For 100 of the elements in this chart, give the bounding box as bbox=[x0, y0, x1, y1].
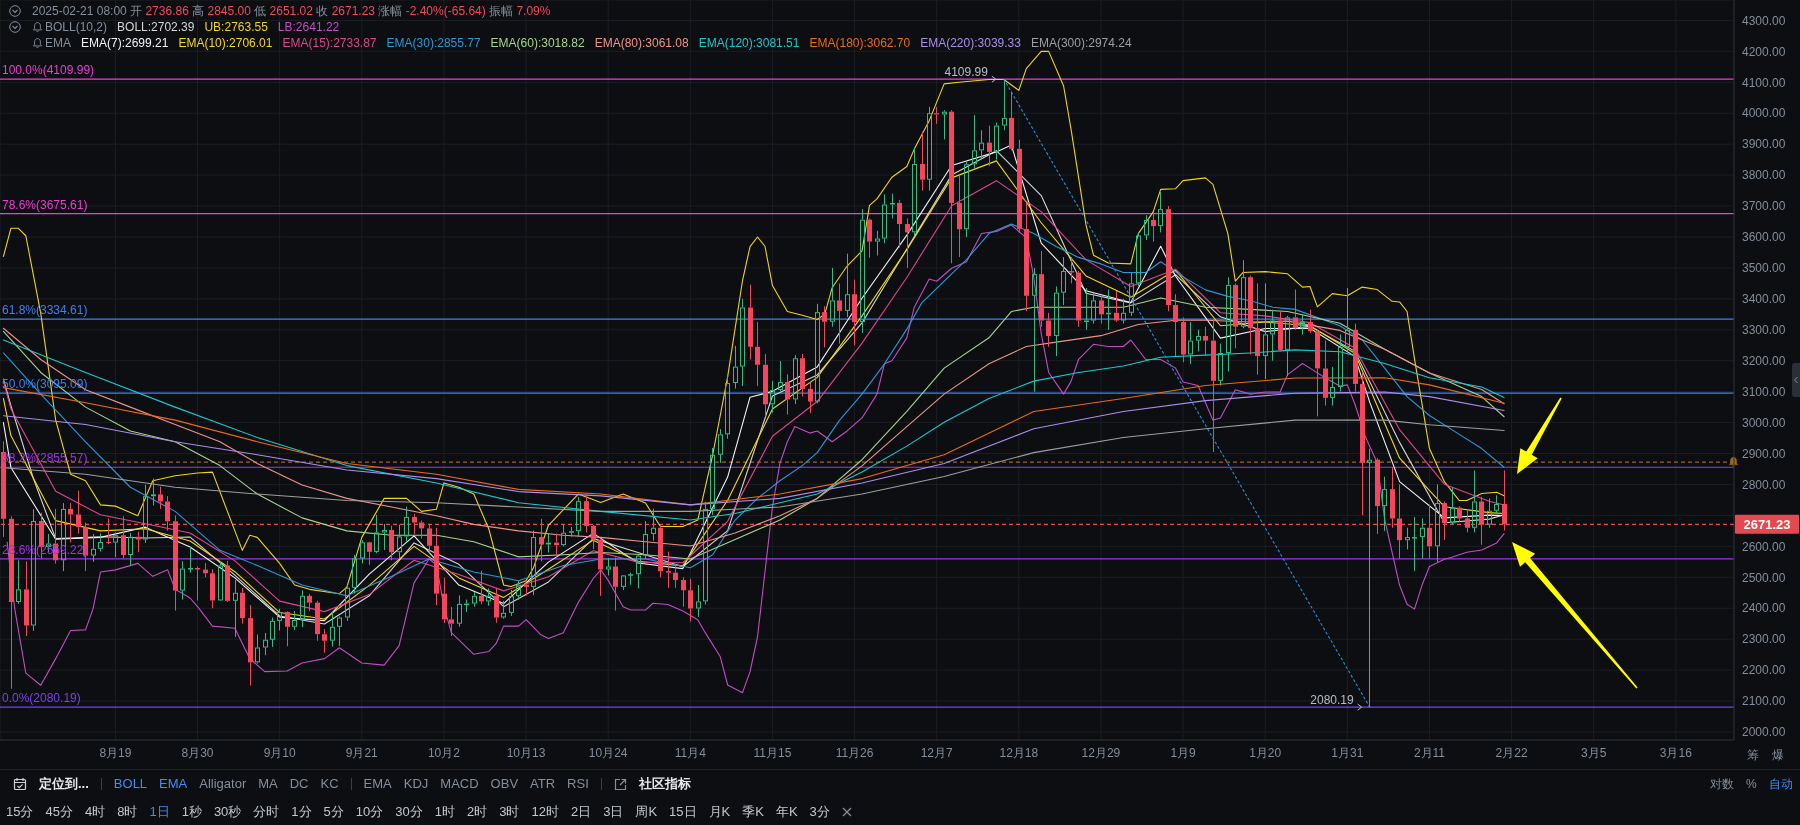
text: 4时 bbox=[84, 804, 106, 820]
text: EMA(10):2706.01 bbox=[178, 36, 273, 50]
y-tick-label: 4000.00 bbox=[1742, 106, 1786, 121]
text: 45分 bbox=[45, 804, 73, 820]
x-tick-label: 8月30 bbox=[181, 745, 214, 760]
chart-title: 2025-02-21 08:00 开 2736.86 高 2845.00 低 2651.02 收 2671.23 涨幅 -2.40%(-65.64) 振幅 7.09% bbox=[32, 4, 551, 18]
text: 8时 bbox=[117, 804, 138, 820]
text: MA bbox=[258, 776, 278, 792]
x-tick-label: 11月15 bbox=[753, 745, 792, 760]
text: EMA(7):2699.21 bbox=[81, 36, 169, 50]
annotation: 2080.19 bbox=[1310, 693, 1355, 708]
text: EMA(180):3062.70 bbox=[809, 36, 911, 50]
x-tick-label: 11月4 bbox=[674, 745, 707, 760]
y-tick-label: 3200.00 bbox=[1742, 353, 1786, 368]
text: 15日 bbox=[669, 804, 697, 820]
text: 10分 bbox=[355, 804, 384, 820]
text: 15分 bbox=[6, 804, 34, 820]
y-tick-label: 2500.00 bbox=[1742, 570, 1786, 585]
text: 3分 bbox=[809, 804, 830, 820]
x-tick-label: 12月18 bbox=[999, 745, 1039, 760]
y-tick-label: 2800.00 bbox=[1742, 477, 1786, 492]
x-tick-label: 10月2 bbox=[427, 745, 461, 760]
text: DC bbox=[289, 776, 309, 792]
text: 30分 bbox=[395, 804, 423, 820]
text: 周K bbox=[635, 804, 658, 820]
y-tick-label: 3900.00 bbox=[1742, 137, 1786, 152]
x-tick-label: 10月13 bbox=[506, 745, 546, 760]
text: MACD bbox=[440, 776, 479, 792]
x-tick-label: 1月31 bbox=[1331, 745, 1364, 760]
annotation: EMA bbox=[45, 36, 72, 50]
y-tick-label: 3600.00 bbox=[1742, 230, 1786, 245]
text: 3时 bbox=[499, 804, 520, 820]
y-tick-label: 2300.00 bbox=[1742, 632, 1786, 647]
x-tick-label: 3月5 bbox=[1581, 745, 1607, 760]
text: 社区指标 bbox=[638, 776, 691, 792]
x-tick-label: 12月7 bbox=[920, 745, 954, 760]
text: EMA(300):2974.24 bbox=[1030, 36, 1132, 50]
text: % bbox=[1746, 776, 1757, 792]
y-tick-label: 2100.00 bbox=[1742, 694, 1786, 709]
y-tick-label: 3800.00 bbox=[1742, 168, 1786, 183]
y-tick-label: 4300.00 bbox=[1742, 13, 1786, 28]
text: EMA(60):3018.82 bbox=[490, 36, 585, 50]
x-tick-label: 9月21 bbox=[345, 745, 379, 760]
text: 1秒 bbox=[181, 804, 202, 820]
y-tick-label: 2400.00 bbox=[1742, 601, 1786, 616]
text: EMA bbox=[363, 776, 392, 792]
y-tick-label: 4100.00 bbox=[1742, 75, 1786, 90]
text: 对数 bbox=[1710, 776, 1734, 792]
text: EMA(15):2733.87 bbox=[282, 36, 377, 50]
text: 年K bbox=[775, 804, 798, 820]
x-tick-label: 1月9 bbox=[1170, 745, 1197, 760]
text: 5分 bbox=[323, 804, 344, 820]
text: EMA(80):3061.08 bbox=[594, 36, 689, 50]
annotation: 4109.99 bbox=[944, 65, 989, 80]
text: RSI bbox=[567, 776, 589, 792]
text: 分时 bbox=[253, 804, 280, 820]
text: 爆 bbox=[1772, 747, 1784, 763]
text: OBV bbox=[490, 776, 519, 792]
y-tick-label: 3700.00 bbox=[1742, 199, 1786, 214]
x-tick-label: 10月24 bbox=[588, 745, 628, 760]
y-tick-label: 4200.00 bbox=[1742, 44, 1786, 59]
text: 1日 bbox=[149, 804, 170, 820]
text: 自动 bbox=[1768, 776, 1793, 792]
text: 月K bbox=[708, 804, 731, 820]
text: BOLL bbox=[113, 776, 148, 792]
text: 筹 bbox=[1747, 747, 1759, 763]
text: Alligator bbox=[199, 776, 247, 792]
text: 3日 bbox=[603, 804, 624, 820]
text: EMA(120):3081.51 bbox=[698, 36, 800, 50]
y-tick-label: 2200.00 bbox=[1742, 663, 1786, 678]
text: 季K bbox=[742, 804, 764, 820]
ref-line-label: 0.0%(2080.19) bbox=[2, 691, 81, 706]
annotation: BOLL(10,2) bbox=[45, 20, 108, 34]
x-tick-label: 2月22 bbox=[1495, 745, 1528, 760]
x-tick-label: 3月16 bbox=[1659, 745, 1693, 760]
text: 2时 bbox=[466, 804, 488, 820]
y-tick-label: 3300.00 bbox=[1742, 323, 1786, 338]
text: BOLL:2702.39 bbox=[117, 20, 195, 34]
y-tick-label: 3500.00 bbox=[1742, 261, 1786, 276]
y-tick-label: 3000.00 bbox=[1742, 415, 1786, 430]
text: 定位到... bbox=[39, 776, 89, 792]
x-tick-label: 2月11 bbox=[1413, 745, 1446, 760]
text: EMA bbox=[159, 776, 188, 792]
text: 2日 bbox=[570, 804, 592, 820]
y-tick-label: 2000.00 bbox=[1742, 725, 1786, 740]
x-tick-label: 9月10 bbox=[263, 745, 296, 760]
x-tick-label: 11月26 bbox=[835, 745, 874, 760]
x-tick-label: 8月19 bbox=[99, 745, 132, 760]
y-tick-label: 3100.00 bbox=[1742, 384, 1786, 399]
text: EMA(220):3039.33 bbox=[920, 36, 1021, 50]
ref-line-label: 78.6%(3675.61) bbox=[2, 197, 88, 212]
text: UB:2763.55 bbox=[204, 20, 268, 34]
text: ATR bbox=[530, 776, 556, 792]
text: 1时 bbox=[434, 804, 455, 820]
x-tick-label: 1月20 bbox=[1249, 745, 1282, 760]
ref-line-label: 100.0%(4109.99) bbox=[2, 63, 95, 78]
y-tick-label: 2900.00 bbox=[1742, 446, 1786, 461]
text: EMA(30):2855.77 bbox=[386, 36, 481, 50]
text: 1分 bbox=[291, 804, 312, 820]
text: 12时 bbox=[531, 804, 559, 820]
